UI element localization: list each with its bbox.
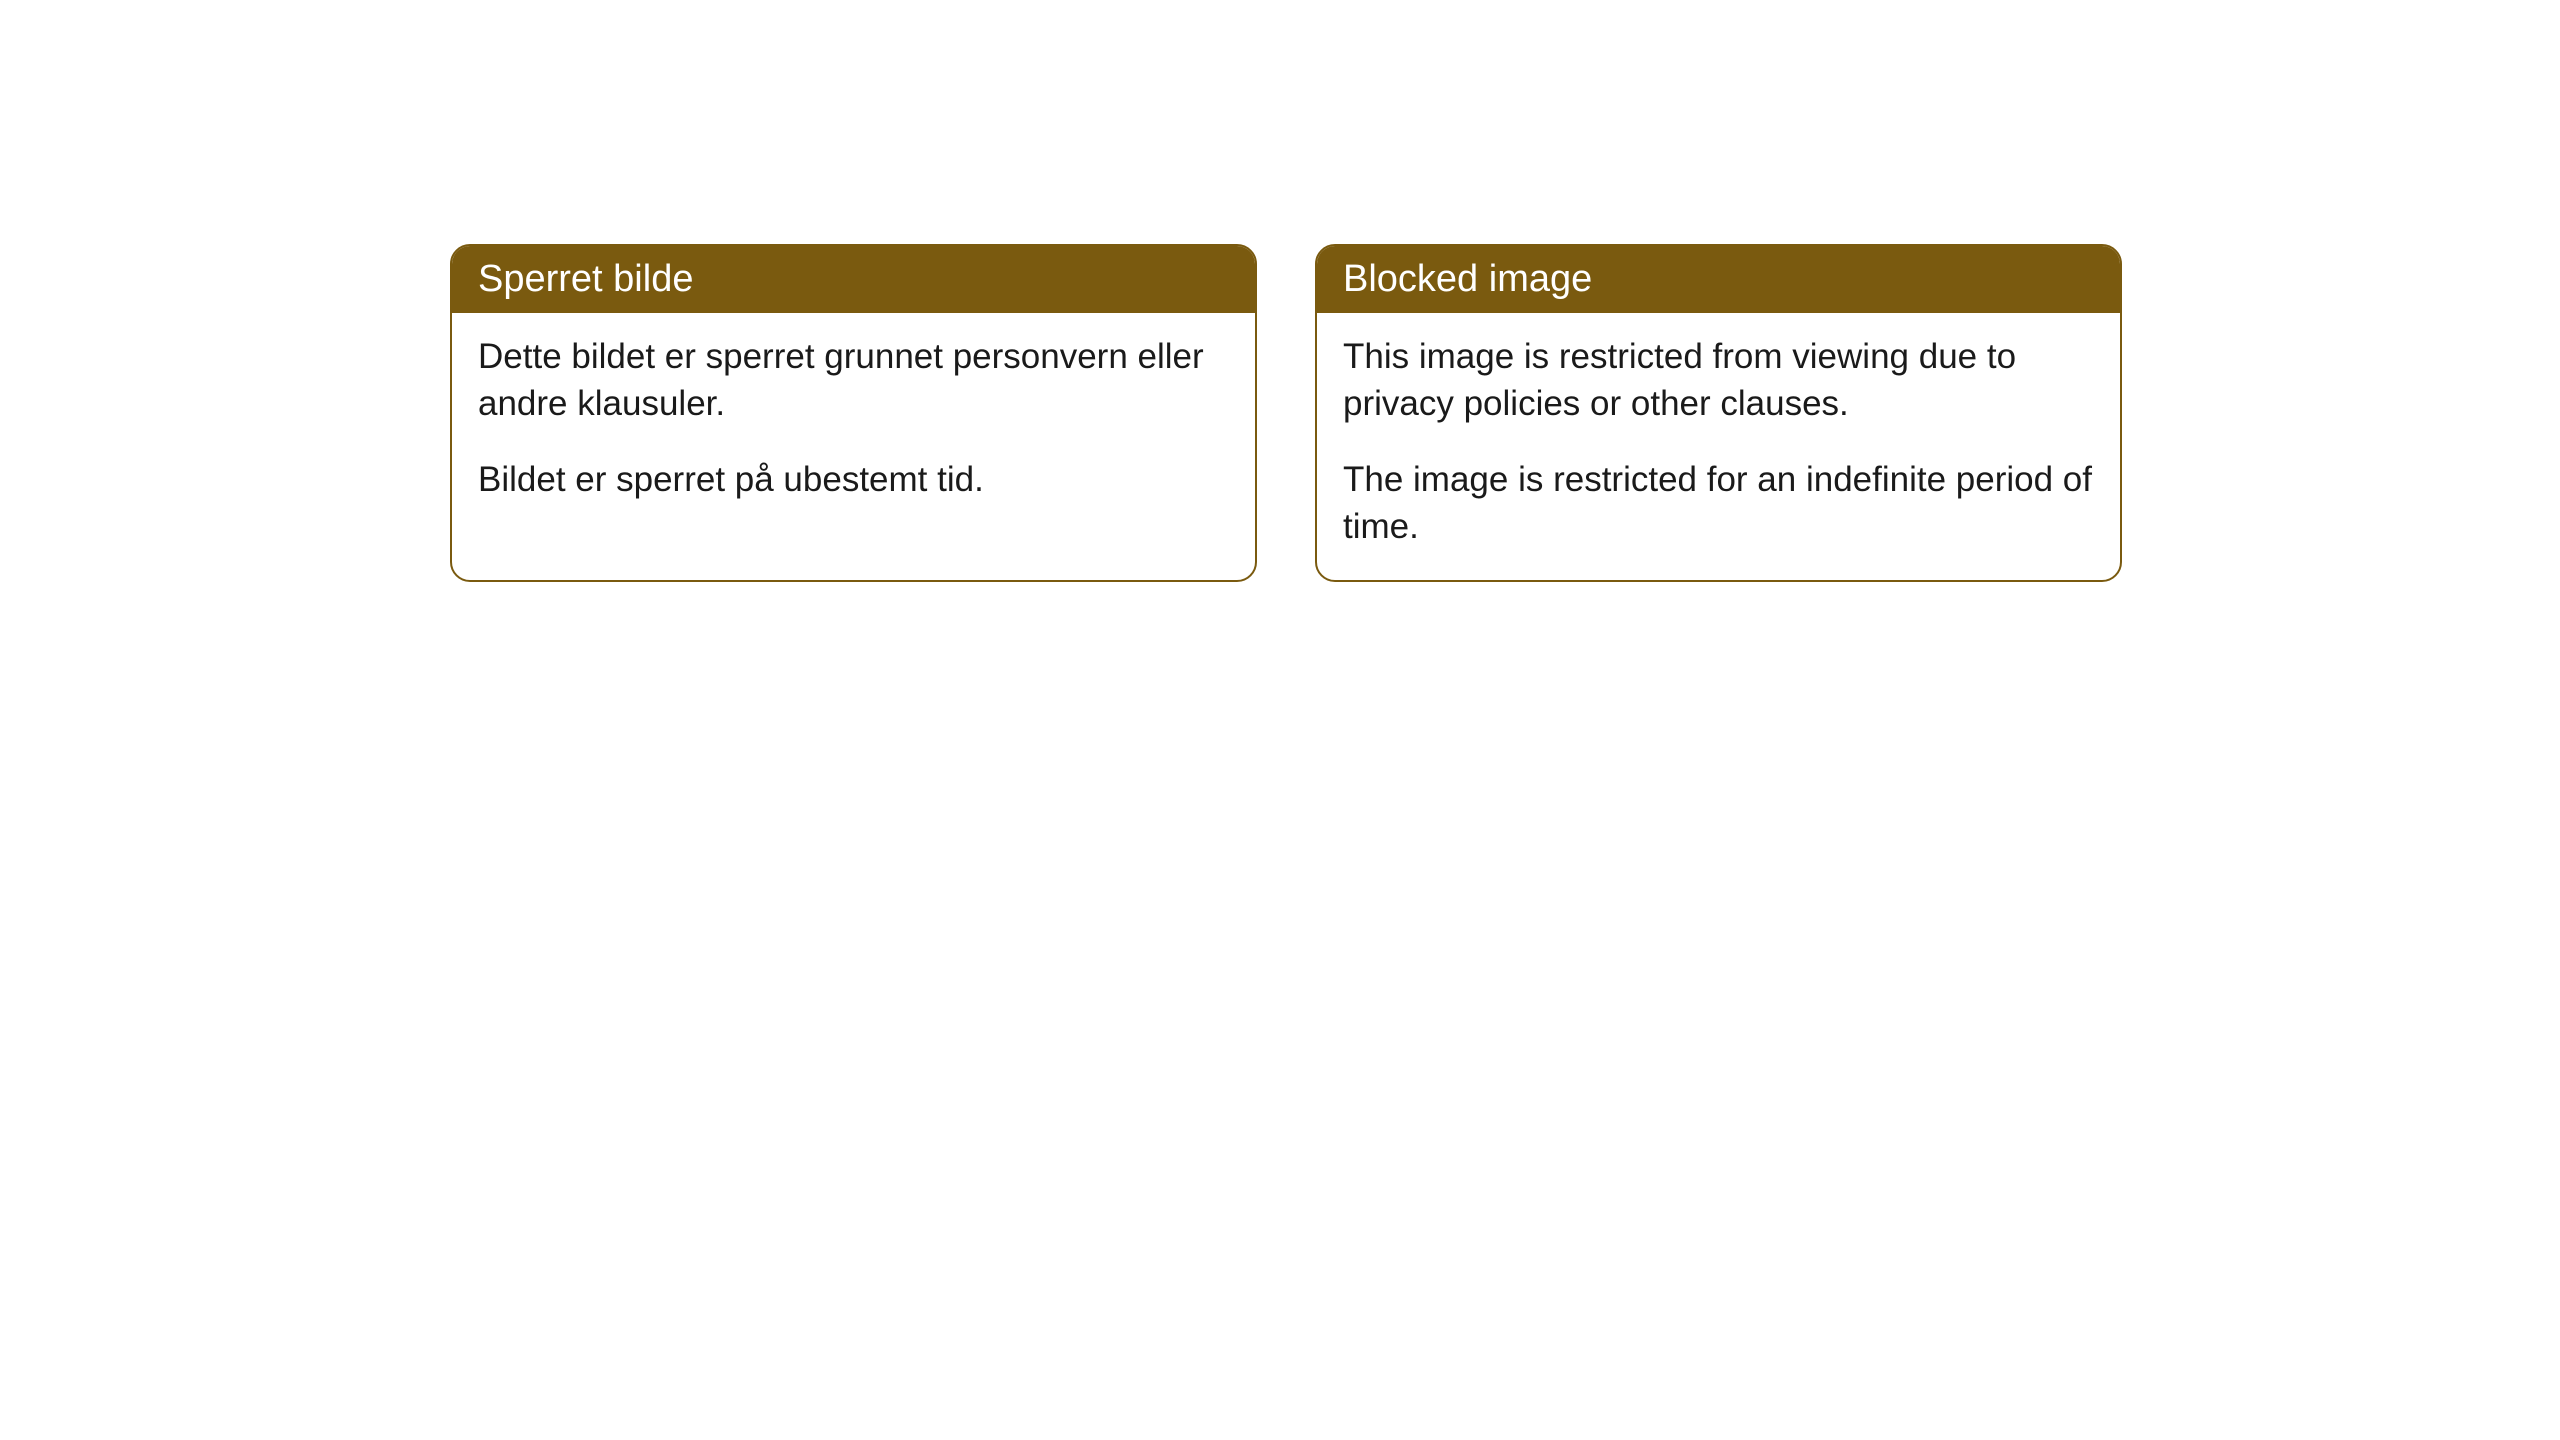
notice-card-english: Blocked image This image is restricted f… bbox=[1315, 244, 2122, 582]
card-header-norwegian: Sperret bilde bbox=[452, 246, 1255, 313]
card-paragraph: This image is restricted from viewing du… bbox=[1343, 333, 2094, 428]
card-body-norwegian: Dette bildet er sperret grunnet personve… bbox=[452, 313, 1255, 533]
card-paragraph: Bildet er sperret på ubestemt tid. bbox=[478, 456, 1229, 503]
card-title: Sperret bilde bbox=[478, 258, 693, 300]
card-paragraph: Dette bildet er sperret grunnet personve… bbox=[478, 333, 1229, 428]
card-title: Blocked image bbox=[1343, 258, 1592, 300]
card-header-english: Blocked image bbox=[1317, 246, 2120, 313]
notice-card-norwegian: Sperret bilde Dette bildet er sperret gr… bbox=[450, 244, 1257, 582]
card-body-english: This image is restricted from viewing du… bbox=[1317, 313, 2120, 580]
card-paragraph: The image is restricted for an indefinit… bbox=[1343, 456, 2094, 551]
notice-cards-container: Sperret bilde Dette bildet er sperret gr… bbox=[450, 244, 2122, 582]
